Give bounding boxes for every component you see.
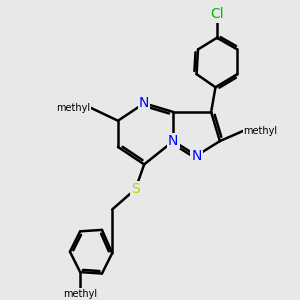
Text: N: N	[191, 149, 202, 163]
Text: Cl: Cl	[210, 8, 224, 22]
Text: N: N	[139, 96, 149, 110]
Text: S: S	[131, 182, 140, 196]
Text: methyl: methyl	[63, 289, 97, 299]
Text: N: N	[168, 134, 178, 148]
Text: methyl: methyl	[243, 126, 277, 136]
Text: methyl: methyl	[56, 103, 90, 112]
